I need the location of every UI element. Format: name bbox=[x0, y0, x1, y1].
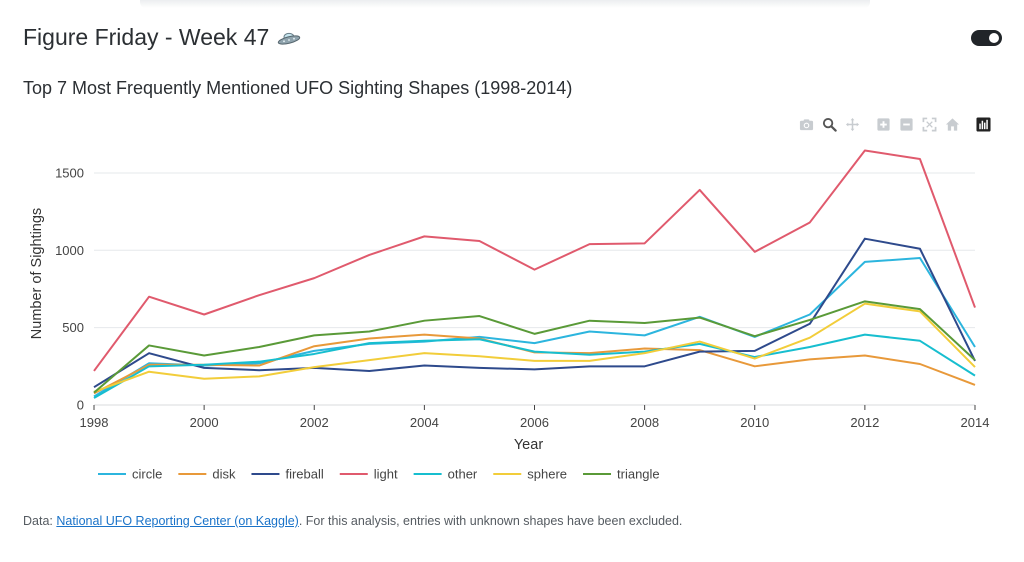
line-chart: 0 500 1000 1500 1998 2000 2002 2004 2006 2008 2010… bbox=[29, 149, 989, 482]
series-line-sphere bbox=[93, 302, 976, 393]
theme-toggle[interactable] bbox=[971, 30, 1002, 46]
series-line-fireball bbox=[93, 237, 976, 389]
legend-item-other[interactable]: other bbox=[413, 467, 478, 482]
series-line-other bbox=[93, 333, 976, 399]
page-title: Figure Friday - Week 47 bbox=[23, 24, 270, 50]
y-tick-label: 500 bbox=[62, 320, 84, 335]
chart-modebar bbox=[798, 116, 998, 132]
x-tick-label: 2004 bbox=[410, 415, 439, 430]
legend-item-triangle[interactable]: triangle bbox=[583, 467, 660, 482]
top-card-shadow bbox=[140, 0, 870, 8]
series-line-triangle bbox=[93, 300, 976, 394]
y-tick-label: 1500 bbox=[55, 165, 84, 180]
zoom-out-icon[interactable] bbox=[898, 116, 914, 132]
y-axis-title: Number of Sightings bbox=[29, 208, 45, 339]
x-tick-label: 2002 bbox=[300, 415, 329, 430]
x-tick-label: 2010 bbox=[740, 415, 769, 430]
legend-label-fireball: fireball bbox=[285, 467, 323, 482]
legend-item-disk[interactable]: disk bbox=[178, 467, 236, 482]
legend-label-triangle: triangle bbox=[617, 467, 660, 482]
flying-saucer-icon bbox=[278, 32, 301, 45]
axes: 0 500 1000 1500 1998 2000 2002 2004 2006 2008 2010… bbox=[29, 165, 989, 453]
legend-label-light: light bbox=[374, 467, 398, 482]
legend-label-disk: disk bbox=[212, 467, 236, 482]
zoom-in-icon[interactable] bbox=[875, 116, 891, 132]
reset-axes-icon[interactable] bbox=[944, 116, 960, 132]
legend-label-sphere: sphere bbox=[527, 467, 567, 482]
x-tick-label: 2008 bbox=[630, 415, 659, 430]
series-line-light bbox=[93, 149, 976, 372]
pan-icon[interactable] bbox=[844, 116, 860, 132]
footer-prefix: Data: bbox=[23, 514, 57, 528]
x-tick-label: 2012 bbox=[850, 415, 879, 430]
zoom-icon[interactable] bbox=[821, 116, 837, 132]
data-source-link[interactable]: National UFO Reporting Center (on Kaggle… bbox=[56, 514, 299, 528]
autoscale-icon[interactable] bbox=[921, 116, 937, 132]
plotly-logo-icon[interactable] bbox=[975, 116, 991, 132]
chart-title: Top 7 Most Frequently Mentioned UFO Sigh… bbox=[23, 78, 573, 98]
series-lines bbox=[93, 149, 976, 399]
legend-label-circle: circle bbox=[132, 467, 162, 482]
legend-label-other: other bbox=[448, 467, 478, 482]
x-tick-label: 1998 bbox=[80, 415, 109, 430]
legend-item-circle[interactable]: circle bbox=[98, 467, 162, 482]
camera-icon[interactable] bbox=[798, 116, 814, 132]
legend-item-sphere[interactable]: sphere bbox=[493, 467, 567, 482]
legend-item-fireball[interactable]: fireball bbox=[251, 467, 324, 482]
toggle-knob bbox=[989, 33, 999, 43]
grid bbox=[94, 172, 975, 329]
footer-suffix: . For this analysis, entries with unknow… bbox=[298, 514, 683, 528]
page-header: Figure Friday - Week 47 bbox=[23, 24, 301, 51]
x-tick-label: 2014 bbox=[961, 415, 990, 430]
legend: circle disk fireball light other sphere triang… bbox=[98, 467, 660, 482]
x-tick-label: 2000 bbox=[190, 415, 219, 430]
x-axis-title: Year bbox=[514, 437, 543, 453]
legend-item-light[interactable]: light bbox=[339, 467, 398, 482]
footer-note: Data: National UFO Reporting Center (on … bbox=[23, 514, 682, 528]
x-tick-label: 2006 bbox=[520, 415, 549, 430]
y-tick-label: 1000 bbox=[55, 243, 84, 258]
y-tick-label: 0 bbox=[77, 398, 84, 413]
